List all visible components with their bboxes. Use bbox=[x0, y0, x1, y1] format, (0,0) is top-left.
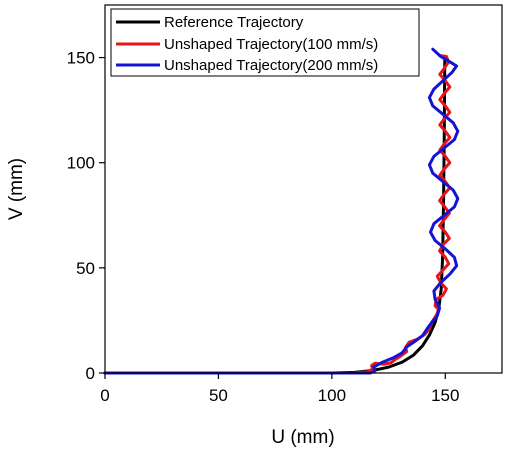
series-line-unshaped-200 bbox=[103, 47, 460, 375]
legend: Reference Trajectory Unshaped Trajectory… bbox=[110, 8, 420, 77]
y-tick-label: 0 bbox=[86, 364, 95, 383]
x-axis-title: U (mm) bbox=[271, 427, 334, 448]
y-tick-label: 100 bbox=[67, 154, 95, 173]
legend-label-unshaped-200: Unshaped Trajectory(200 mm/s) bbox=[164, 57, 378, 74]
series-line-reference bbox=[103, 56, 447, 375]
series-line-unshaped-100 bbox=[103, 54, 452, 375]
y-tick-label: 50 bbox=[76, 259, 95, 278]
axis-ticks: 0 50 100 150 0 50 100 150 bbox=[67, 49, 460, 405]
x-tick-label: 50 bbox=[209, 386, 228, 405]
plot-series bbox=[103, 47, 460, 375]
legend-box bbox=[110, 8, 420, 77]
plot-frame bbox=[104, 4, 503, 374]
legend-label-reference: Reference Trajectory bbox=[164, 14, 304, 31]
legend-label-unshaped-100: Unshaped Trajectory(100 mm/s) bbox=[164, 36, 378, 53]
y-tick-label: 150 bbox=[67, 49, 95, 68]
x-tick-label: 150 bbox=[431, 386, 459, 405]
y-axis-title: V (mm) bbox=[6, 158, 27, 220]
x-tick-label: 100 bbox=[318, 386, 346, 405]
x-tick-label: 0 bbox=[100, 386, 109, 405]
